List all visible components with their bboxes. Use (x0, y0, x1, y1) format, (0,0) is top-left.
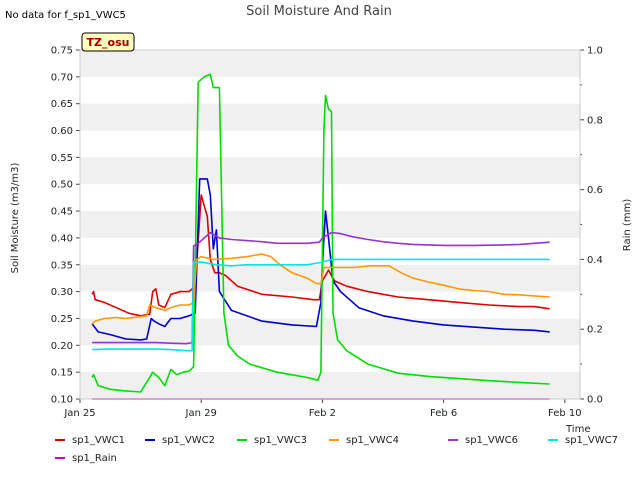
grid-bands (80, 50, 580, 399)
x-tick-label: Jan 29 (185, 408, 217, 419)
left-tick-label: 0.20 (51, 341, 73, 352)
left-tick-label: 0.35 (51, 260, 73, 271)
series-line-sp1-vwc4 (91, 253, 550, 325)
x-tick-label: Feb 10 (548, 408, 582, 419)
x-tick-label: Feb 2 (309, 408, 336, 419)
grid-band (80, 103, 580, 131)
legend-label: sp1_VWC3 (254, 435, 307, 446)
right-tick-label: 1.0 (587, 46, 603, 57)
no-data-note: No data for f_sp1_VWC5 (5, 10, 126, 21)
x-tick-label: Jan 25 (63, 408, 95, 419)
legend-label: sp1_VWC4 (346, 435, 399, 446)
left-tick-label: 0.60 (51, 126, 73, 137)
grid-band (80, 372, 580, 399)
legend: sp1_VWC1 sp1_VWC2 sp1_VWC3 sp1_VWC4 sp1_VWC6… (55, 435, 618, 464)
right-axis-ticks: 0.0 0.2 0.4 0.6 0.8 1.0 (580, 46, 603, 406)
left-tick-label: 0.75 (51, 46, 73, 57)
site-badge-label: TZ_osu (87, 36, 130, 49)
x-axis-title: Time (565, 424, 590, 435)
left-tick-label: 0.10 (51, 395, 73, 406)
legend-label: sp1_VWC7 (565, 435, 618, 446)
series-line-sp1-vwc2 (91, 178, 550, 341)
right-tick-label: 0.4 (587, 255, 603, 266)
left-tick-label: 0.45 (51, 207, 73, 218)
left-tick-label: 0.70 (51, 72, 73, 83)
site-badge: TZ_osu (81, 32, 135, 52)
legend-label: sp1_VWC6 (465, 435, 518, 446)
series-lines (91, 73, 550, 400)
legend-label: sp1_Rain (72, 453, 117, 464)
series-line-sp1-vwc6 (92, 231, 550, 345)
series-line-sp1-vwc7 (92, 258, 550, 352)
plot-frame (79, 49, 581, 400)
right-tick-label: 0.6 (587, 185, 603, 196)
left-tick-label: 0.55 (51, 153, 73, 164)
y-axis-title: Soil Moisture (m3/m3) (10, 163, 21, 274)
left-tick-label: 0.25 (51, 314, 73, 325)
grid-band (80, 264, 580, 292)
right-tick-label: 0.8 (587, 115, 603, 126)
grid-band (80, 318, 580, 346)
left-tick-label: 0.30 (51, 287, 73, 298)
grid-band (80, 50, 580, 77)
series-line-sp1-vwc3 (91, 73, 550, 393)
legend-label: sp1_VWC1 (72, 435, 125, 446)
y-right-axis-title: Rain (mm) (622, 199, 633, 252)
grid-band (80, 157, 580, 185)
x-tick-label: Feb 6 (430, 408, 457, 419)
left-axis-ticks: 0.10 0.15 0.20 0.25 0.30 0.35 0.40 0.45 0.50 0.55… (51, 46, 80, 406)
legend-label: sp1_VWC2 (162, 435, 215, 446)
left-tick-label: 0.40 (51, 233, 73, 244)
chart-title: Soil Moisture And Rain (246, 4, 392, 19)
right-tick-label: 0.0 (587, 395, 603, 406)
left-tick-label: 0.50 (51, 180, 73, 191)
right-tick-label: 0.2 (587, 325, 603, 336)
x-axis-ticks: Jan 25 Jan 29 Feb 2 Feb 6 Feb 10 (63, 399, 582, 419)
left-tick-label: 0.15 (51, 368, 73, 379)
left-tick-label: 0.65 (51, 99, 73, 110)
